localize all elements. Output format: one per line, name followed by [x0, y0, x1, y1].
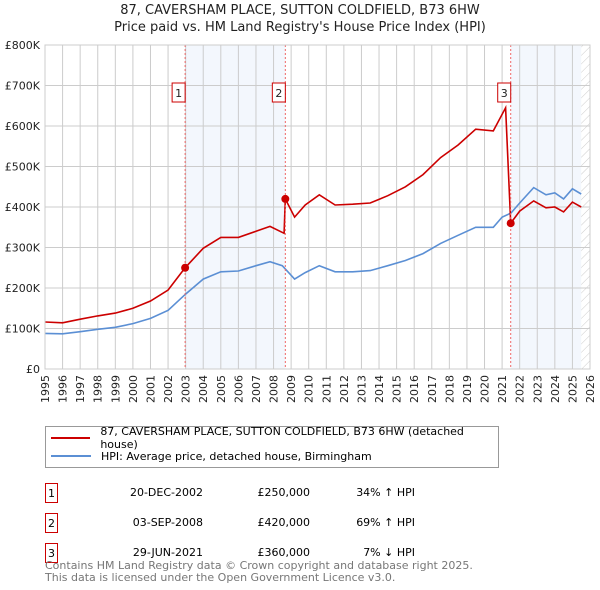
x-tick-label: 2026: [584, 375, 597, 403]
x-tick-label: 2024: [549, 375, 562, 403]
y-tick-label: £100K: [5, 323, 41, 336]
x-tick-label: 2018: [443, 375, 456, 403]
x-tick-label: 1999: [109, 375, 122, 403]
y-tick-label: £500K: [5, 161, 41, 174]
y-tick-label: £600K: [5, 120, 41, 133]
x-tick-label: 2004: [197, 375, 210, 403]
legend-item-property: 87, CAVERSHAM PLACE, SUTTON COLDFIELD, B…: [51, 425, 498, 451]
legend-label: 87, CAVERSHAM PLACE, SUTTON COLDFIELD, B…: [100, 425, 464, 451]
series-line: [44, 186, 582, 335]
sale-hpi-change: 34% ↑ HPI: [356, 486, 415, 499]
sale-point: [181, 263, 190, 272]
copyright-text: Contains HM Land Registry data © Crown c…: [45, 559, 473, 572]
sale-badge: [171, 82, 186, 103]
x-tick-label: 2017: [426, 375, 439, 403]
sale-badge-label: 2: [275, 87, 282, 100]
x-tick-label: 2020: [479, 375, 492, 403]
sale-hpi-change: 7% ↓ HPI: [363, 546, 415, 559]
x-tick-label: 2015: [391, 375, 404, 403]
plot-frame: [44, 44, 591, 370]
x-tick-label: 2007: [250, 375, 263, 403]
y-tick-label: £400K: [5, 201, 41, 214]
y-tick-label: £0: [26, 363, 40, 376]
x-tick-label: 2021: [496, 375, 509, 403]
sale-row: 1 20-DEC-2002 £250,000 34% ↑ HPI: [45, 483, 445, 503]
x-tick-label: 2022: [514, 375, 527, 403]
x-tick-label: 2010: [303, 375, 316, 403]
sale-price: £360,000: [257, 546, 311, 559]
legend-swatch: [51, 455, 91, 457]
x-tick-label: 1995: [39, 375, 52, 403]
sale-date: 29-JUN-2021: [132, 546, 203, 559]
y-tick-label: £700K: [5, 80, 41, 93]
sale-row: 3 29-JUN-2021 £360,000 7% ↓ HPI: [45, 543, 445, 563]
sale-badge-label: 3: [501, 87, 508, 100]
footer: Contains HM Land Registry data © Crown c…: [45, 560, 473, 584]
x-tick-label: 2006: [232, 375, 245, 403]
sale-date: 03-SEP-2008: [132, 516, 203, 529]
x-tick-label: 1998: [92, 375, 105, 403]
sale-number-badge: 3: [45, 543, 58, 563]
x-tick-label: 2013: [355, 375, 368, 403]
y-tick-label: £200K: [5, 282, 41, 295]
sale-badge: [271, 82, 286, 103]
legend-label: HPI: Average price, detached house, Birm…: [101, 449, 372, 463]
x-tick-label: 2008: [268, 375, 281, 403]
x-tick-label: 1996: [57, 375, 70, 403]
x-tick-label: 2005: [215, 375, 228, 403]
sale-hpi-change: 69% ↑ HPI: [356, 516, 415, 529]
sale-number-badge: 1: [45, 483, 58, 503]
price-chart: 1 2 3 1995 1996 1997 1998 1999 2000 2001 2002 2003 2…: [5, 39, 597, 403]
x-tick-label: 1997: [74, 375, 87, 403]
x-tick-label: 2011: [320, 375, 333, 403]
x-tick-label: 2012: [338, 375, 351, 403]
x-tick-label: 2023: [531, 375, 544, 403]
sale-row: 2 03-SEP-2008 £420,000 69% ↑ HPI: [45, 513, 445, 533]
x-tick-label: 2019: [461, 375, 474, 403]
legend-item-hpi: HPI: Average price, detached house, Birm…: [51, 448, 372, 464]
sale-price: £250,000: [257, 486, 311, 499]
sale-point: [506, 219, 515, 228]
sale-price: £420,000: [257, 516, 311, 529]
sale-badge: [497, 82, 512, 103]
legend: 87, CAVERSHAM PLACE, SUTTON COLDFIELD, B…: [45, 425, 499, 468]
chart-subtitle: Price paid vs. HM Land Registry's House …: [114, 20, 486, 35]
sale-date: 20-DEC-2002: [129, 486, 203, 499]
y-tick-label: £800K: [5, 39, 41, 52]
x-tick-label: 2009: [285, 375, 298, 403]
x-tick-label: 2016: [408, 375, 421, 403]
chart-title: 87, CAVERSHAM PLACE, SUTTON COLDFIELD, B…: [120, 3, 480, 18]
series-line: [44, 104, 582, 324]
x-tick-label: 2025: [566, 375, 579, 403]
licence-text: This data is licensed under the Open Gov…: [45, 571, 396, 584]
sale-point: [281, 194, 290, 203]
x-tick-label: 2003: [180, 375, 193, 403]
x-tick-label: 2000: [127, 375, 140, 403]
x-tick-label: 2014: [373, 375, 386, 403]
legend-swatch: [51, 437, 91, 439]
y-tick-label: £300K: [5, 242, 41, 255]
x-tick-label: 2002: [162, 375, 175, 403]
sale-badge-label: 1: [175, 87, 182, 100]
sale-number-badge: 2: [45, 513, 58, 533]
x-tick-label: 2001: [144, 375, 157, 403]
